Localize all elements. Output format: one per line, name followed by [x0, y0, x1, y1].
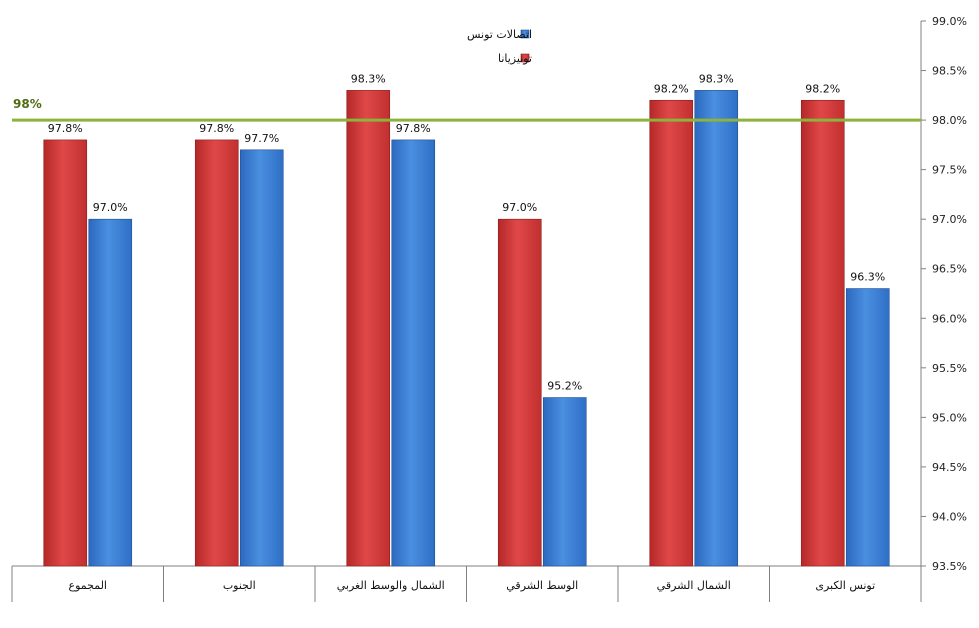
- y-tick-label: 99.0%: [932, 15, 967, 28]
- category-label: الوسط الشرقي: [506, 579, 578, 592]
- category-label: الشمال الشرقي: [657, 579, 731, 592]
- y-tick-label: 94.5%: [932, 461, 967, 474]
- data-label: 97.7%: [244, 132, 279, 145]
- y-tick-label: 98.5%: [932, 65, 967, 78]
- category-label: المجموع: [69, 579, 107, 592]
- y-tick-label: 97.5%: [932, 164, 967, 177]
- data-label: 98.2%: [654, 82, 689, 95]
- bar-tunisiana: [497, 218, 542, 567]
- data-label: 98.2%: [805, 82, 840, 95]
- data-label: 96.3%: [850, 271, 885, 284]
- y-tick-label: 95.5%: [932, 362, 967, 375]
- legend-marker: [520, 53, 530, 63]
- y-tick-label: 96.0%: [932, 312, 967, 325]
- legend-marker: [520, 29, 530, 39]
- data-label: 98.3%: [351, 72, 386, 85]
- y-tick-label: 95.0%: [932, 411, 967, 424]
- bar-tunisie-telecom: [88, 218, 133, 567]
- y-tick-label: 94.0%: [932, 510, 967, 523]
- y-tick-label: 96.5%: [932, 263, 967, 276]
- bar-tunisiana: [346, 90, 391, 567]
- bar-tunisie-telecom: [845, 288, 890, 567]
- data-label: 98.3%: [699, 72, 734, 85]
- y-tick-label: 97.0%: [932, 213, 967, 226]
- data-label: 95.2%: [547, 380, 582, 393]
- bar-tunisiana: [194, 139, 239, 567]
- reference-line-label: 98%: [13, 97, 42, 111]
- bar-tunisie-telecom: [391, 139, 436, 567]
- data-label: 97.8%: [199, 122, 234, 135]
- category-label: الجنوب: [223, 579, 256, 592]
- bar-tunisiana: [649, 99, 694, 567]
- data-label: 97.8%: [48, 122, 83, 135]
- bar-tunisie-telecom: [694, 90, 739, 567]
- data-label: 97.0%: [93, 201, 128, 214]
- legend-label: تونيزيانا: [498, 52, 532, 65]
- bar-tunisiana: [43, 139, 88, 567]
- data-label: 97.0%: [502, 201, 537, 214]
- y-tick-label: 98.0%: [932, 114, 967, 127]
- category-label: تونس الكبرى: [815, 579, 875, 592]
- category-label: الشمال والوسط الغربي: [337, 579, 445, 592]
- legend-label: اتصالات تونس: [467, 28, 532, 41]
- bar-tunisie-telecom: [542, 397, 587, 567]
- bar-tunisiana: [800, 99, 845, 567]
- data-label: 97.8%: [396, 122, 431, 135]
- bar-tunisie-telecom: [239, 149, 284, 567]
- y-tick-label: 93.5%: [932, 560, 967, 573]
